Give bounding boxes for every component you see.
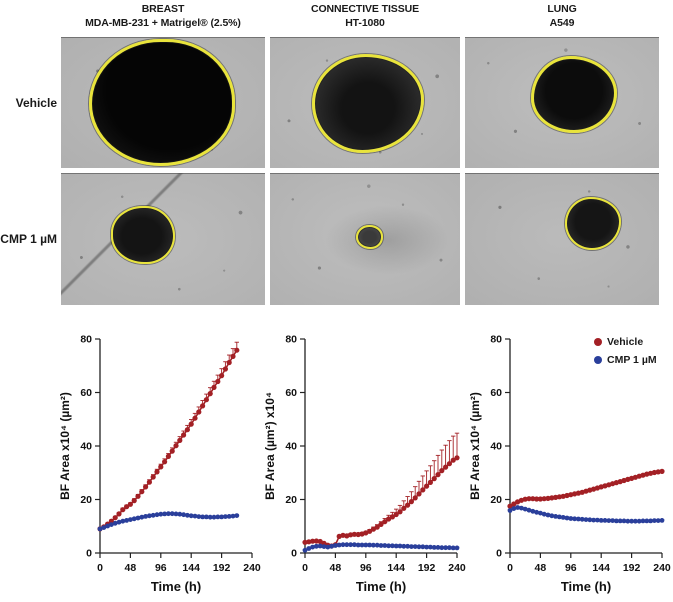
tissue-label: BREAST — [141, 3, 185, 15]
svg-text:48: 48 — [330, 562, 342, 574]
legend-item-vehicle: Vehicle — [594, 336, 672, 348]
spheroid-outline-breast-cmp — [111, 206, 175, 264]
tissue-label: LUNG — [547, 3, 577, 15]
svg-text:60: 60 — [80, 387, 92, 399]
x-axis-label: Time (h) — [356, 579, 406, 594]
axes: 0 20 40 60 80 0 48 96 144 192 240 — [490, 334, 671, 575]
svg-text:144: 144 — [182, 562, 200, 574]
micrograph-breast-vehicle — [61, 37, 265, 168]
cell-line-label: HT-1080 — [345, 16, 385, 29]
svg-text:80: 80 — [490, 334, 502, 346]
row-label-cmp: CMP 1 µM — [0, 232, 57, 246]
svg-text:40: 40 — [80, 441, 92, 453]
x-axis-label: Time (h) — [151, 579, 201, 594]
micrograph-ht1080-cmp — [270, 173, 460, 305]
svg-text:96: 96 — [360, 562, 372, 574]
spheroid-outline-a549-cmp — [565, 197, 621, 250]
svg-text:0: 0 — [97, 562, 103, 574]
column-header-connective-tissue: CONNECTIVE TISSUE HT-1080 — [270, 3, 460, 30]
svg-text:240: 240 — [653, 562, 671, 574]
chart-legend: Vehicle CMP 1 µM — [594, 336, 672, 372]
y-axis-label: BF Area x10⁴ (µm²) — [468, 392, 482, 500]
micrograph-ht1080-vehicle — [270, 37, 460, 168]
column-header-breast: BREAST MDA-MB-231 + Matrigel® (2.5%) — [61, 3, 265, 30]
spheroid-outline-a549-vehicle — [531, 56, 617, 133]
series-vehicle — [97, 341, 240, 532]
growth-chart-a549: 0 20 40 60 80 0 48 96 144 192 240 Time (h) BF Area x… — [468, 325, 671, 602]
growth-chart-breast: 0 20 40 60 80 0 48 96 144 192 240 Time (h) BF Area x… — [58, 325, 261, 602]
legend-label-cmp: CMP 1 µM — [607, 354, 657, 366]
svg-text:80: 80 — [285, 334, 297, 346]
chart-svg: 0 20 40 60 80 0 48 96 144 192 240 Time (h) BF Area (… — [263, 334, 466, 595]
series-cmp — [302, 542, 460, 553]
svg-text:0: 0 — [291, 548, 297, 560]
axes: 0 20 40 60 80 0 48 96 144 192 240 — [80, 334, 261, 575]
y-axis-label: BF Area (µm²) x10⁴ — [263, 392, 277, 500]
series-vehicle — [507, 468, 665, 509]
svg-text:60: 60 — [490, 387, 502, 399]
micrograph-a549-vehicle — [465, 37, 659, 168]
svg-text:0: 0 — [507, 562, 513, 574]
svg-text:40: 40 — [490, 441, 502, 453]
cell-line-label: MDA-MB-231 + Matrigel® (2.5%) — [85, 16, 241, 29]
cell-line-label: A549 — [549, 16, 575, 29]
svg-text:0: 0 — [86, 548, 92, 560]
legend-label-vehicle: Vehicle — [607, 336, 644, 348]
svg-text:60: 60 — [285, 387, 297, 399]
svg-text:240: 240 — [243, 562, 261, 574]
legend-item-cmp: CMP 1 µM — [594, 354, 672, 366]
svg-text:192: 192 — [623, 562, 641, 574]
svg-text:192: 192 — [418, 562, 436, 574]
series-cmp — [507, 505, 665, 524]
svg-text:192: 192 — [213, 562, 231, 574]
svg-text:20: 20 — [490, 494, 502, 506]
svg-text:96: 96 — [155, 562, 167, 574]
growth-chart-ht1080: 0 20 40 60 80 0 48 96 144 192 240 Time (h) BF Area (… — [263, 325, 466, 602]
tissue-label: CONNECTIVE TISSUE — [311, 3, 419, 15]
x-axis-label: Time (h) — [561, 579, 611, 594]
svg-text:20: 20 — [285, 494, 297, 506]
svg-text:144: 144 — [387, 562, 405, 574]
spheroid-outline-ht1080-vehicle — [312, 54, 424, 153]
svg-text:40: 40 — [285, 441, 297, 453]
series-vehicle — [302, 432, 460, 549]
svg-text:0: 0 — [496, 548, 502, 560]
spheroid-outline-breast-vehicle — [89, 39, 235, 166]
y-axis-label: BF Area x10⁴ (µm²) — [58, 392, 72, 500]
svg-text:48: 48 — [535, 562, 547, 574]
svg-text:240: 240 — [448, 562, 466, 574]
svg-text:20: 20 — [80, 494, 92, 506]
column-header-lung: LUNG A549 — [465, 3, 659, 30]
spheroid-outline-ht1080-cmp — [356, 225, 383, 249]
svg-text:96: 96 — [565, 562, 577, 574]
series-cmp — [97, 511, 240, 532]
svg-text:144: 144 — [592, 562, 610, 574]
micrograph-breast-cmp — [61, 173, 265, 305]
micrograph-a549-cmp — [465, 173, 659, 305]
chart-svg: 0 20 40 60 80 0 48 96 144 192 240 Time (h) BF Area x… — [468, 334, 671, 595]
row-label-vehicle: Vehicle — [15, 95, 57, 110]
chart-svg: 0 20 40 60 80 0 48 96 144 192 240 Time (h) BF Area x… — [58, 334, 261, 595]
legend-dot-cmp — [594, 356, 602, 364]
svg-text:48: 48 — [125, 562, 137, 574]
svg-text:0: 0 — [302, 562, 308, 574]
debris-smudge — [325, 205, 450, 275]
legend-dot-vehicle — [594, 338, 602, 346]
svg-text:80: 80 — [80, 334, 92, 346]
axes: 0 20 40 60 80 0 48 96 144 192 240 — [285, 334, 466, 575]
